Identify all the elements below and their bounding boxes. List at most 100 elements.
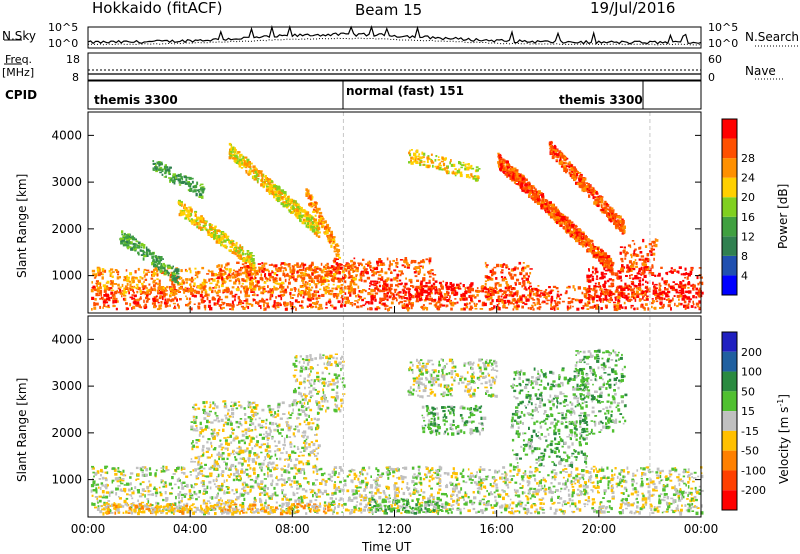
data-cell bbox=[278, 277, 282, 281]
data-cell bbox=[243, 160, 246, 163]
data-cell bbox=[529, 192, 531, 196]
data-cell bbox=[147, 298, 151, 300]
data-cell bbox=[344, 280, 347, 284]
data-cell bbox=[541, 204, 544, 208]
data-cell bbox=[343, 304, 347, 307]
data-cell bbox=[194, 267, 197, 270]
data-cell bbox=[651, 245, 654, 248]
data-cell bbox=[428, 285, 433, 289]
data-cell bbox=[241, 278, 245, 282]
data-cell bbox=[280, 202, 284, 206]
data-cell bbox=[280, 267, 282, 272]
data-cell bbox=[564, 222, 567, 226]
data-cell bbox=[139, 296, 142, 300]
data-cell bbox=[383, 294, 387, 298]
data-cell bbox=[380, 303, 383, 306]
data-cell bbox=[239, 254, 243, 258]
data-cell bbox=[422, 291, 426, 294]
data-cell bbox=[623, 301, 626, 305]
data-cell bbox=[287, 265, 291, 268]
data-cell bbox=[595, 253, 599, 257]
data-cell bbox=[400, 295, 402, 298]
data-cell bbox=[609, 259, 612, 262]
data-cell bbox=[481, 289, 484, 293]
data-cell bbox=[532, 190, 536, 193]
data-cell bbox=[642, 297, 644, 300]
data-cell bbox=[291, 273, 294, 275]
data-cell bbox=[403, 297, 407, 300]
data-cell bbox=[628, 288, 631, 290]
data-cell bbox=[384, 307, 387, 310]
data-cell bbox=[200, 215, 203, 218]
data-cell bbox=[646, 266, 651, 271]
data-cell bbox=[432, 277, 435, 281]
data-cell bbox=[317, 231, 321, 234]
data-cell bbox=[569, 225, 572, 227]
data-cell bbox=[121, 283, 124, 288]
data-cell bbox=[265, 268, 269, 272]
data-cell bbox=[566, 217, 569, 220]
data-cell bbox=[212, 227, 216, 230]
data-cell bbox=[340, 296, 343, 299]
data-cell bbox=[254, 170, 257, 174]
data-cell bbox=[486, 298, 490, 301]
data-cell bbox=[627, 266, 631, 269]
data-cell bbox=[249, 281, 251, 285]
data-cell bbox=[193, 294, 197, 298]
data-cell bbox=[537, 193, 540, 196]
data-cell bbox=[600, 271, 604, 276]
data-cell bbox=[121, 230, 124, 234]
data-cell bbox=[619, 291, 622, 294]
data-cell bbox=[241, 302, 245, 305]
data-cell bbox=[417, 262, 421, 265]
data-cell bbox=[317, 294, 321, 297]
data-cell bbox=[247, 270, 251, 273]
data-cell bbox=[303, 222, 307, 225]
data-cell bbox=[314, 290, 318, 293]
data-cell bbox=[539, 199, 542, 202]
data-cell bbox=[110, 291, 114, 295]
data-cell bbox=[295, 211, 299, 214]
data-cell bbox=[297, 216, 300, 219]
data-cell bbox=[283, 301, 287, 305]
data-cell bbox=[299, 304, 303, 307]
data-cell bbox=[673, 295, 676, 297]
data-cell bbox=[559, 293, 563, 296]
data-cell bbox=[489, 301, 493, 305]
data-cell bbox=[265, 298, 269, 301]
data-cell bbox=[246, 255, 250, 258]
data-cell bbox=[219, 273, 223, 277]
data-cell bbox=[246, 251, 250, 253]
data-cell bbox=[403, 303, 406, 306]
data-cell bbox=[315, 305, 317, 309]
data-cell bbox=[617, 291, 621, 295]
data-cell bbox=[534, 192, 537, 196]
data-cell bbox=[552, 154, 555, 159]
data-cell bbox=[568, 231, 572, 234]
data-cell bbox=[676, 294, 680, 298]
data-cell bbox=[579, 180, 584, 185]
data-cell bbox=[343, 297, 346, 299]
data-cell bbox=[608, 264, 612, 266]
data-cell bbox=[581, 231, 585, 235]
data-cell bbox=[310, 216, 314, 220]
data-cell bbox=[255, 270, 258, 272]
data-cell bbox=[174, 277, 177, 281]
data-cell bbox=[594, 252, 599, 254]
data-cell bbox=[532, 197, 536, 201]
data-cell bbox=[245, 298, 249, 302]
data-cell bbox=[296, 301, 301, 304]
data-cell bbox=[300, 292, 302, 296]
data-cell bbox=[231, 242, 235, 247]
data-cell bbox=[199, 286, 203, 290]
data-cell bbox=[388, 290, 392, 293]
data-cell bbox=[553, 210, 557, 213]
data-cell bbox=[123, 287, 127, 290]
data-cell bbox=[321, 221, 325, 224]
data-cell bbox=[347, 287, 351, 290]
data-cell bbox=[194, 213, 197, 217]
data-cell bbox=[249, 269, 252, 273]
data-cell bbox=[207, 231, 211, 234]
data-cell bbox=[284, 268, 287, 272]
data-cell bbox=[209, 235, 213, 238]
